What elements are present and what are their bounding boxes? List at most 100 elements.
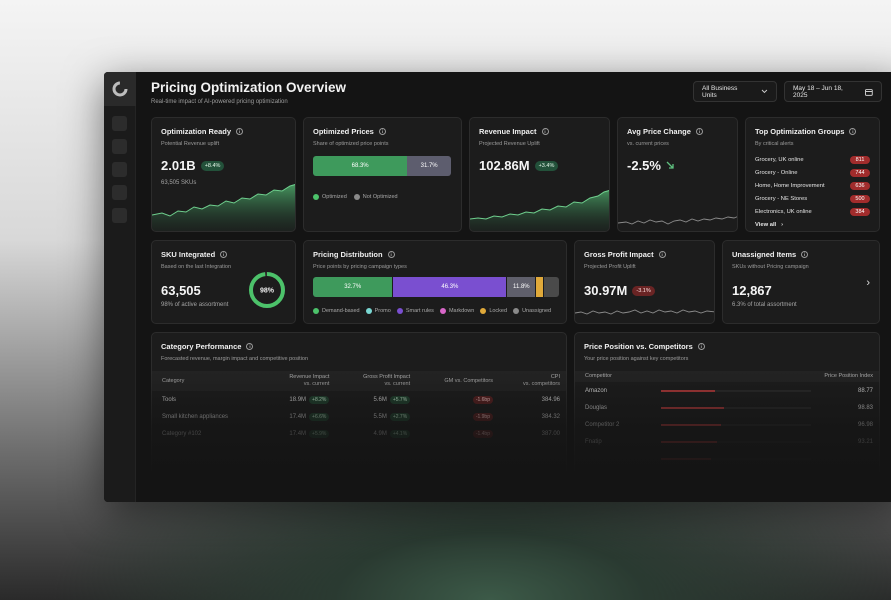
business-units-select[interactable]: All Business Units [693, 81, 777, 102]
legend: Optimized Not Optimized [313, 194, 398, 200]
card-title: Pricing Distribution i [313, 250, 395, 259]
col-gm[interactable]: GM vs. Competitors [444, 377, 493, 384]
info-icon[interactable]: i [801, 251, 809, 258]
chevron-right-icon: › [781, 221, 784, 228]
optimized-prices-card[interactable]: Optimized Prices i Share of optimized pri… [303, 117, 462, 232]
app-logo[interactable] [104, 72, 136, 106]
distribution-segment[interactable] [536, 277, 545, 297]
gm-badge: -1.6bp [472, 395, 493, 404]
col-price-index[interactable]: Price Position Index [824, 373, 873, 380]
trend-line-chart [618, 216, 737, 225]
index-bar-track [661, 406, 811, 409]
side-rail [104, 72, 136, 502]
list-item[interactable]: Grocery, UK online 811 [755, 153, 870, 166]
trend-area-chart [152, 184, 295, 231]
info-icon[interactable]: i [220, 251, 228, 258]
table-row[interactable]: Tools 18.9M +8.2% 5.6M +5.7% -1.6bp 384.96 [152, 391, 566, 408]
table-row[interactable] [575, 450, 879, 467]
optimization-ready-card[interactable]: Optimization Ready i Potential Revenue up… [151, 117, 296, 232]
kpi-value: 63,505 [161, 283, 201, 298]
col-category[interactable]: Category [162, 377, 185, 384]
table-row[interactable]: Competitor 2 96.98 [575, 416, 879, 433]
groups-list: Grocery, UK online 811 Grocery - Online 74… [755, 153, 870, 231]
list-item[interactable]: Grocery - NE Stores 500 [755, 192, 870, 205]
card-subtitle: Forecasted revenue, margin impact and co… [161, 356, 309, 362]
col-competitor[interactable]: Competitor [585, 373, 612, 380]
cpi-cell [499, 442, 566, 459]
gm-cell: -1.9bp [416, 408, 499, 425]
info-icon[interactable]: i [658, 251, 666, 258]
info-icon[interactable]: i [246, 343, 254, 350]
info-icon[interactable]: i [849, 128, 857, 135]
chevron-right-icon[interactable]: › [866, 277, 870, 289]
unassigned-items-card[interactable]: Unassigned Items i SKUs without Pricing c… [722, 240, 880, 324]
table-header: Competitor Price Position Index [575, 371, 879, 382]
date-range-picker[interactable]: May 18 – Jun 18, 2025 [784, 81, 882, 102]
gm-cell: -1.4bp [416, 425, 499, 442]
nav-item-3[interactable] [112, 162, 127, 177]
cpi-cell: 384.32 [541, 413, 560, 420]
pricing-distribution-card[interactable]: Pricing Distribution i Price points by pr… [303, 240, 567, 324]
legend: Demand-based Promo Smart rules Markdown Lock… [313, 308, 551, 314]
not-optimized-segment: 31.7% [407, 156, 451, 176]
table-row[interactable]: Douglas 98.83 [575, 399, 879, 416]
table-header: Category Revenue Impact vs. current Gross… [152, 371, 566, 391]
nav-item-5[interactable] [112, 208, 127, 223]
gm-badge: -1.9bp [472, 412, 493, 421]
info-icon[interactable]: i [236, 128, 244, 135]
dashboard-window: Pricing Optimization Overview Real-time … [104, 72, 891, 502]
table-row[interactable] [152, 442, 566, 459]
cpi-cell: 384.96 [541, 396, 560, 403]
nav-item-1[interactable] [112, 116, 127, 131]
kpi-value: 2.01B +8.4% [161, 158, 225, 173]
info-icon[interactable]: i [387, 251, 395, 258]
alert-count-badge: 744 [850, 168, 870, 177]
category-name: Small kitchen appliances [162, 413, 229, 420]
alert-count-badge: 636 [850, 181, 870, 190]
col-revenue[interactable]: Revenue Impact vs. current [289, 374, 330, 387]
distribution-segment[interactable] [544, 277, 559, 297]
index-bar-fill [661, 440, 717, 443]
table-row[interactable]: Amazon 88.77 [575, 382, 879, 399]
revenue-impact-card[interactable]: Revenue Impact i Projected Revenue Uplift… [469, 117, 610, 232]
category-name: Tools [162, 396, 177, 403]
list-item[interactable]: Electronics, UK online 384 [755, 205, 870, 218]
top-optimization-groups-card[interactable]: Top Optimization Groups i By critical ale… [745, 117, 880, 232]
view-all-link[interactable]: View all › [755, 221, 784, 228]
logo-icon [112, 81, 128, 97]
list-item[interactable]: Home, Home Improvement 636 [755, 179, 870, 192]
info-icon[interactable]: i [697, 343, 705, 350]
card-subtitle: SKUs without Pricing campaign [732, 264, 809, 270]
chevron-down-icon [761, 89, 768, 94]
col-cpi[interactable]: CPI vs. competitors [523, 374, 560, 387]
change-badge: +5.7% [389, 395, 411, 404]
distribution-segment[interactable]: 32.7% [313, 277, 394, 297]
gross-profit-card[interactable]: Gross Profit Impact i Projected Profit Up… [574, 240, 715, 324]
col-gross-profit[interactable]: Gross Profit Impact vs. current [363, 374, 411, 387]
distribution-segment[interactable]: 11.8% [507, 277, 537, 297]
info-icon[interactable]: i [541, 128, 549, 135]
gm-cell: -1.6bp [416, 391, 499, 408]
sku-integrated-card[interactable]: SKU Integrated i Based on the last Integr… [151, 240, 296, 324]
info-icon[interactable]: i [695, 128, 703, 135]
revenue-cell [264, 442, 335, 459]
distribution-segment[interactable]: 46.3% [393, 277, 508, 297]
index-cell [655, 450, 879, 467]
index-value: 98.83 [857, 404, 873, 411]
table-row[interactable]: Category #102 17.4M +5.9% 4.9M +4.1% -1.4bp 38… [152, 425, 566, 442]
table-row[interactable]: Fnatip 93.21 [575, 433, 879, 450]
index-bar-track [661, 389, 811, 392]
nav-item-2[interactable] [112, 139, 127, 154]
index-value: 88.77 [857, 387, 873, 394]
gm-cell [416, 442, 499, 459]
card-subtitle: Your price position against key competit… [584, 356, 689, 362]
table-row[interactable]: Small kitchen appliances 17.4M +6.6% 5.5M +2… [152, 408, 566, 425]
avg-price-change-card[interactable]: Avg Price Change i vs. current prices -2.… [617, 117, 738, 232]
card-subtitle: Potential Revenue uplift [161, 141, 220, 147]
nav-item-4[interactable] [112, 185, 127, 200]
card-title: Unassigned Items i [732, 250, 809, 259]
list-item[interactable]: Grocery - Online 744 [755, 166, 870, 179]
info-icon[interactable]: i [378, 128, 386, 135]
index-bar-fill [661, 423, 721, 426]
card-title: Revenue Impact i [479, 127, 549, 136]
